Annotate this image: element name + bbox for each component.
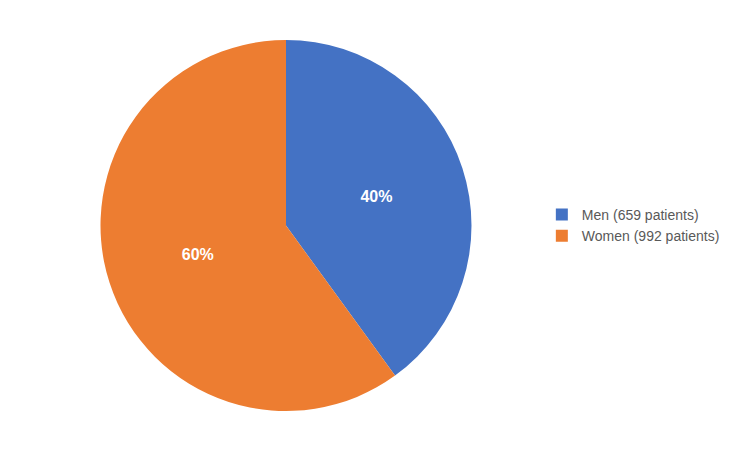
svg-text:Women (992 patients): Women (992 patients): [582, 228, 719, 244]
svg-text:40%: 40%: [360, 188, 392, 205]
svg-text:60%: 60%: [182, 246, 214, 263]
svg-text:Men (659 patients): Men (659 patients): [582, 207, 699, 223]
